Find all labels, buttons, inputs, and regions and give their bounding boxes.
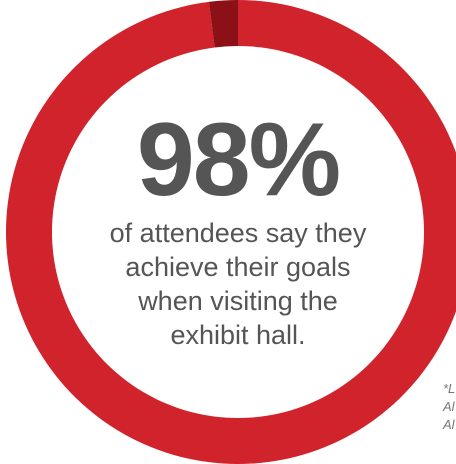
footnote: *L Al Al xyxy=(443,381,456,432)
big-stat: 98% xyxy=(136,102,341,218)
donut-slice-1 xyxy=(208,0,238,48)
center-label: 98% of attendees say they achieve their … xyxy=(68,108,408,352)
stat-caption: of attendees say they achieve their goal… xyxy=(109,218,367,350)
